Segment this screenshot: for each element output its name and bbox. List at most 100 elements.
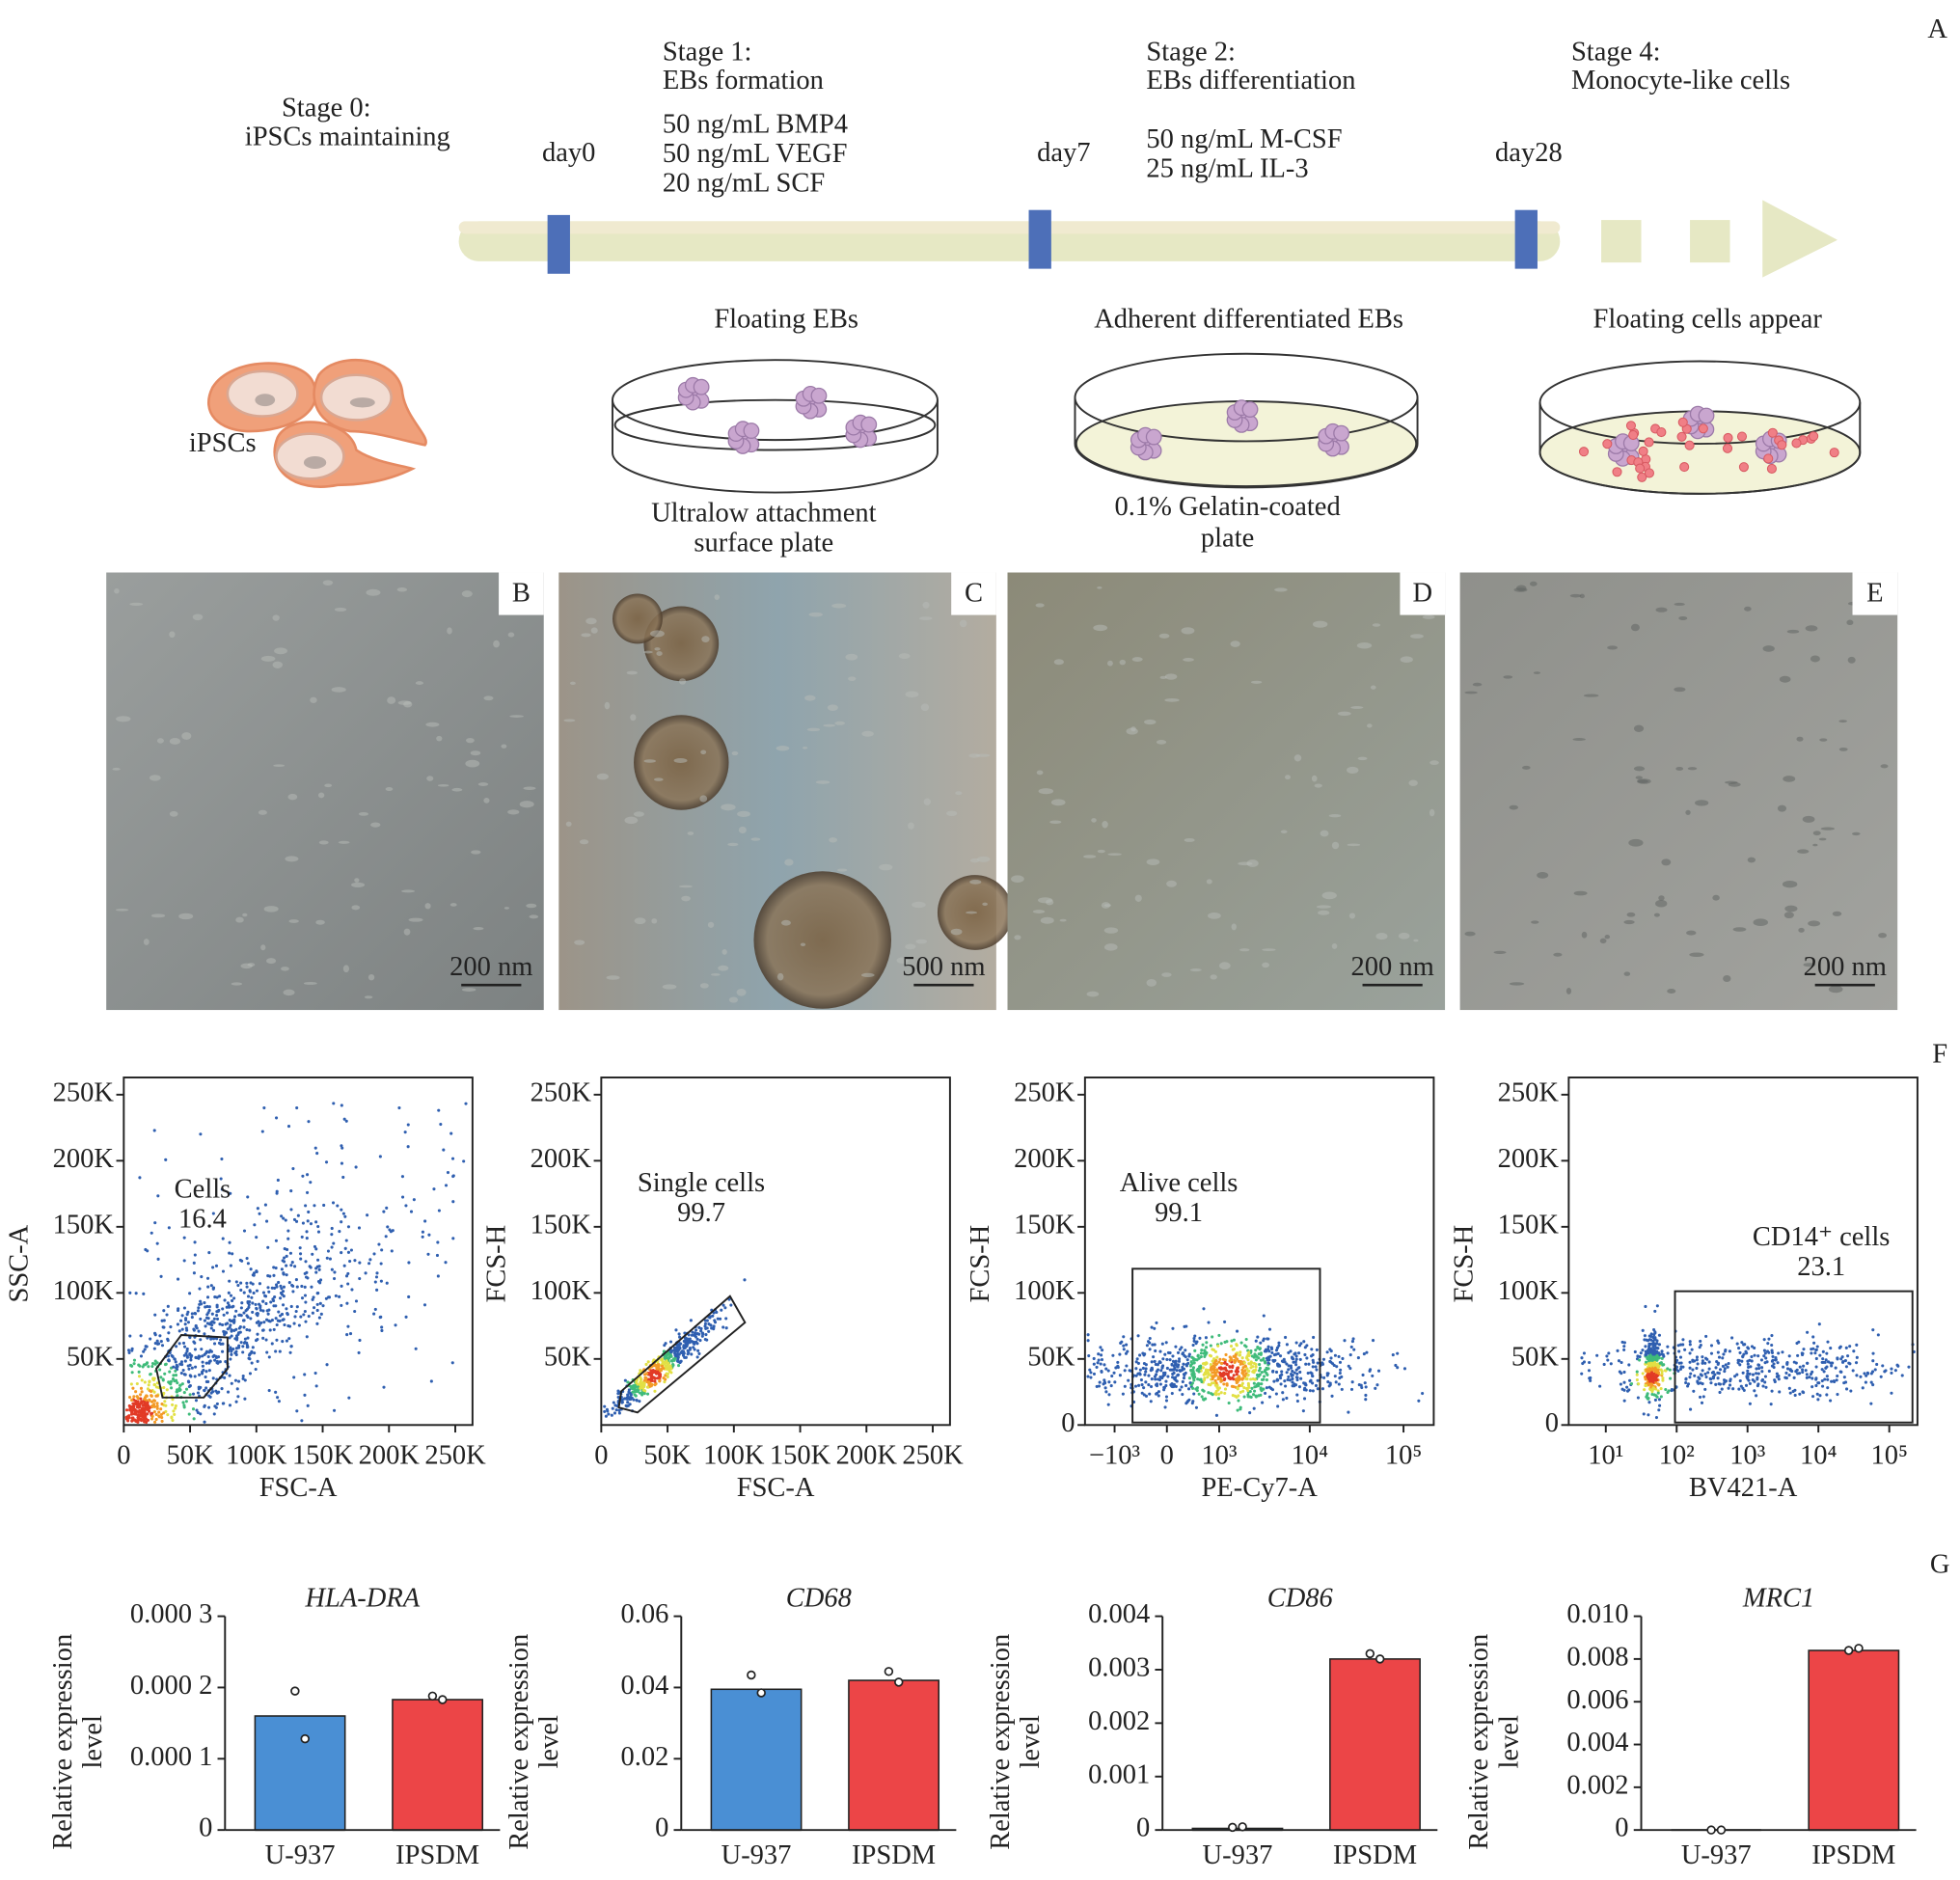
event-dot — [1763, 1375, 1768, 1378]
event-dot — [1836, 1374, 1839, 1378]
event-dot — [1700, 1401, 1704, 1404]
event-dot — [161, 1377, 165, 1381]
event-dot — [188, 1352, 192, 1356]
event-dot — [1666, 1367, 1670, 1371]
cell-texture — [969, 879, 982, 885]
x-axis-label: PE-Cy7-A — [1201, 1473, 1318, 1503]
event-dot — [177, 1307, 180, 1311]
event-dot — [341, 1212, 345, 1215]
event-dot — [220, 1187, 224, 1191]
event-dot — [188, 1336, 192, 1340]
event-dot — [207, 1308, 211, 1313]
event-dot — [183, 1373, 187, 1376]
event-dot — [1291, 1384, 1294, 1388]
cell-clusters — [677, 376, 1839, 482]
medium: 50 ng/mL BMP4 — [663, 109, 848, 139]
event-dot — [167, 1226, 171, 1230]
event-dot — [1647, 1367, 1651, 1371]
event-dot — [310, 1285, 313, 1289]
event-dot — [698, 1339, 702, 1343]
event-dot — [1298, 1370, 1302, 1375]
event-dot — [1375, 1383, 1379, 1387]
event-dot — [1396, 1366, 1400, 1370]
event-dot — [1216, 1388, 1220, 1392]
event-dot — [1227, 1401, 1231, 1405]
cell-texture — [1838, 747, 1848, 751]
event-dot — [1272, 1353, 1276, 1357]
cell-texture — [827, 704, 838, 711]
event-dot — [1835, 1378, 1838, 1382]
event-dot — [1199, 1351, 1203, 1355]
event-dot — [194, 1312, 198, 1316]
event-dot — [1722, 1352, 1726, 1356]
event-dot — [177, 1329, 181, 1333]
event-dot — [1802, 1364, 1806, 1368]
y-tick-label: 0 — [1545, 1408, 1559, 1438]
event-dot — [382, 1385, 386, 1389]
event-dot — [1649, 1332, 1653, 1336]
event-dot — [177, 1277, 180, 1281]
event-dot — [1843, 1359, 1847, 1363]
floating-cell — [1777, 440, 1787, 450]
event-dot — [344, 1119, 348, 1123]
event-dot — [137, 1370, 141, 1374]
event-dot — [1165, 1366, 1169, 1371]
replicate-dot — [1375, 1654, 1385, 1664]
scale-bar-label: 200 nm — [1350, 952, 1433, 982]
event-dot — [1329, 1356, 1333, 1360]
event-dot — [157, 1414, 161, 1418]
cell-texture — [1464, 931, 1476, 937]
event-dot — [1219, 1374, 1223, 1377]
event-dot — [248, 1357, 252, 1361]
y-tick-label: 0.001 — [1088, 1759, 1150, 1789]
event-dot — [1863, 1372, 1866, 1376]
event-dot — [307, 1210, 311, 1214]
event-dot — [1247, 1362, 1251, 1366]
cell-texture — [1581, 931, 1588, 939]
event-dot — [1276, 1404, 1280, 1408]
event-dot — [228, 1374, 231, 1377]
event-dot — [692, 1346, 695, 1349]
event-dot — [1099, 1346, 1102, 1349]
event-dot — [153, 1420, 157, 1424]
event-dot — [220, 1157, 224, 1161]
cell-texture — [1250, 680, 1263, 684]
event-dot — [246, 1345, 250, 1349]
event-dot — [639, 1383, 642, 1387]
cell-texture — [354, 878, 360, 883]
event-dot — [385, 1281, 389, 1285]
event-dot — [1660, 1370, 1664, 1374]
cell-texture — [387, 696, 396, 704]
event-dot — [152, 1410, 156, 1414]
cell-texture — [1164, 697, 1180, 702]
event-dot — [206, 1354, 210, 1359]
cell-texture — [701, 636, 710, 643]
event-dot — [1746, 1376, 1750, 1380]
event-dot — [1294, 1354, 1298, 1358]
event-dot — [1291, 1380, 1294, 1384]
event-dot — [209, 1349, 213, 1353]
event-dot — [162, 1411, 166, 1415]
event-dot — [1343, 1339, 1347, 1343]
event-dot — [140, 1419, 144, 1423]
event-dot — [1808, 1376, 1811, 1379]
event-dot — [635, 1399, 639, 1403]
event-dot — [1690, 1348, 1694, 1351]
event-dot — [1320, 1387, 1325, 1391]
event-dot — [1738, 1350, 1742, 1354]
event-dot — [239, 1288, 243, 1293]
event-dot — [1119, 1341, 1123, 1345]
cell-texture — [574, 940, 585, 945]
cell-texture — [1655, 899, 1668, 908]
event-dot — [1746, 1372, 1750, 1376]
event-dot — [1326, 1380, 1330, 1384]
event-dot — [444, 1261, 448, 1265]
event-dot — [1223, 1340, 1227, 1344]
event-dot — [132, 1402, 136, 1405]
x-tick-label: 0 — [594, 1441, 608, 1471]
event-dot — [373, 1307, 377, 1311]
event-dot — [285, 1264, 288, 1267]
event-dot — [184, 1400, 188, 1403]
event-dot — [1709, 1344, 1714, 1348]
cell-texture — [1509, 804, 1518, 810]
